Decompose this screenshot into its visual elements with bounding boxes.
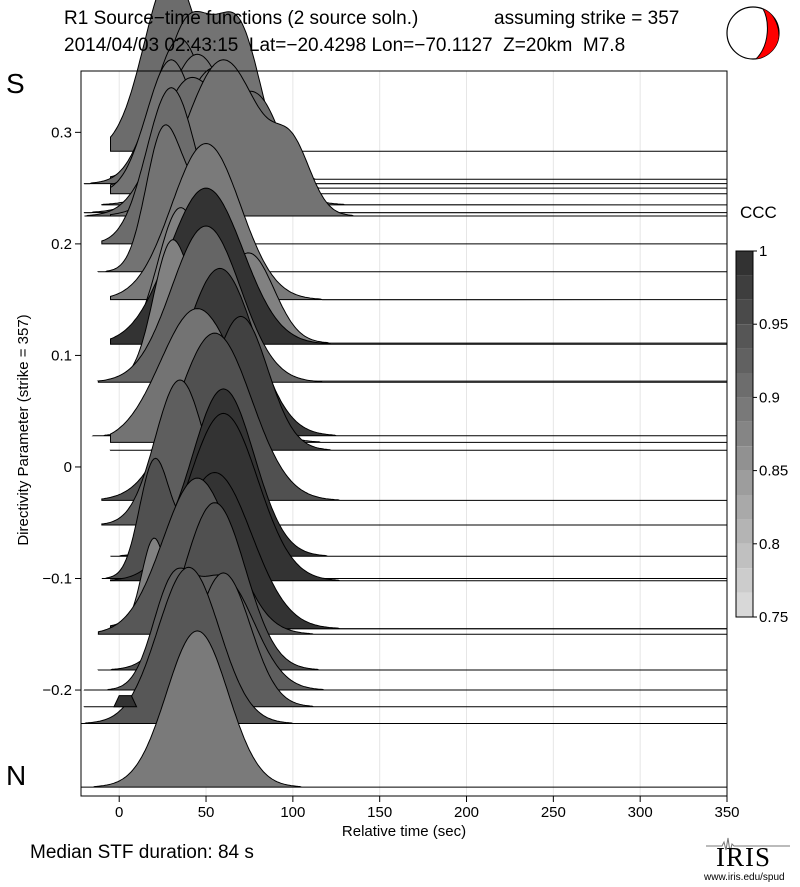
x-tick-label: 200	[454, 804, 479, 821]
colorbar-tick-label: 0.8	[759, 536, 780, 553]
x-tick-label: 100	[280, 804, 305, 821]
y-tick-label: 0.2	[51, 236, 72, 253]
colorbar-swatch	[736, 495, 753, 520]
x-tick-label: 0	[115, 804, 123, 821]
south-label: S	[6, 68, 25, 99]
colorbar-frame	[735, 250, 754, 618]
title-line-2: 2014/04/03 02:43:15 Lat=−20.4298 Lon=−70…	[64, 35, 626, 56]
iris-url: www.iris.edu/spud	[704, 872, 785, 883]
y-tick-label: 0	[64, 459, 72, 476]
colorbar-tick-label: 0.75	[759, 609, 788, 626]
stf-traces	[80, 0, 728, 788]
median-stf-duration: Median STF duration: 84 s	[30, 842, 254, 863]
x-axis-label: Relative time (sec)	[342, 823, 466, 840]
colorbar-swatch	[736, 251, 753, 276]
y-tick-label: 0.3	[51, 124, 72, 141]
colorbar-label: CCC	[740, 203, 777, 222]
colorbar-swatch	[736, 275, 753, 300]
x-tick-label: 300	[628, 804, 653, 821]
colorbar-swatch	[736, 568, 753, 593]
y-axis: 0.3 0.2 0.1 0 −0.1 −0.2	[42, 124, 81, 699]
y-tick-label: −0.2	[42, 682, 72, 699]
colorbar: 1 0.95 0.9 0.85 0.8 0.75	[735, 243, 788, 626]
strike-assumption: assuming strike = 357	[494, 8, 680, 29]
x-axis: 0 50 100 150 200 250 300 350	[115, 796, 740, 821]
x-tick-label: 250	[541, 804, 566, 821]
stf-small-pulse	[113, 695, 138, 708]
colorbar-tick-label: 1	[759, 243, 767, 260]
y-tick-label: 0.1	[51, 347, 72, 364]
colorbar-swatch	[736, 373, 753, 398]
stf-trace	[80, 630, 728, 788]
beachball-icon	[726, 6, 780, 60]
colorbar-swatch	[736, 519, 753, 544]
colorbar-swatch	[736, 543, 753, 569]
colorbar-swatch	[736, 348, 753, 373]
colorbar-swatch	[736, 470, 753, 495]
colorbar-swatch	[736, 324, 753, 349]
x-tick-label: 50	[198, 804, 215, 821]
iris-logo-icon	[706, 837, 790, 853]
colorbar-swatch	[736, 421, 753, 447]
north-label: N	[6, 760, 27, 791]
colorbar-tick-label: 0.95	[759, 316, 788, 333]
colorbar-swatch	[736, 397, 753, 422]
x-tick-label: 150	[367, 804, 392, 821]
colorbar-tick-label: 0.9	[759, 389, 780, 406]
plot-frame	[80, 70, 728, 797]
iris-logo-text: IRIS	[716, 842, 772, 872]
colorbar-tick-label: 0.85	[759, 463, 788, 480]
title-line-1: R1 Source−time functions (2 source soln.…	[64, 8, 419, 29]
y-tick-label: −0.1	[42, 571, 72, 588]
x-tick-label: 350	[714, 804, 739, 821]
colorbar-swatch	[736, 446, 753, 471]
colorbar-swatch	[736, 592, 753, 617]
y-axis-label: Directivity Parameter (strike = 357)	[15, 314, 32, 545]
colorbar-swatch	[736, 299, 753, 325]
